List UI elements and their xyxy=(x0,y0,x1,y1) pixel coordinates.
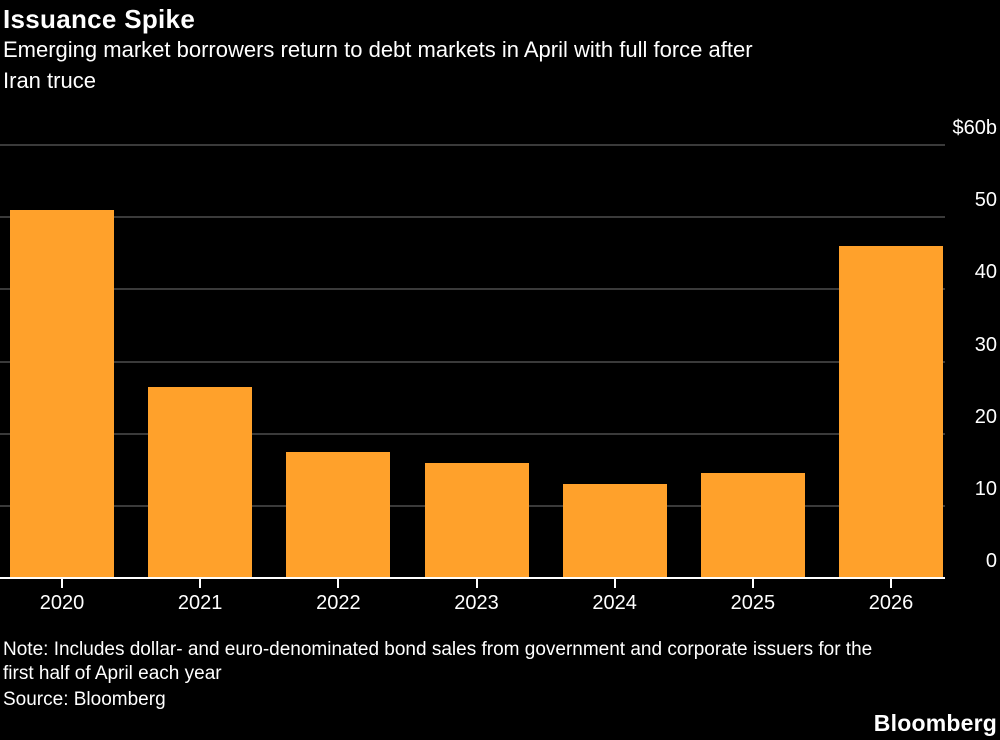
x-axis-label-2021: 2021 xyxy=(177,592,223,614)
y-axis-label-50: 50 xyxy=(974,189,997,212)
x-tick-2021 xyxy=(199,579,202,588)
x-axis-label-2020: 2020 xyxy=(39,592,85,614)
y-axis-label-10: 10 xyxy=(974,477,997,500)
gridline-50 xyxy=(0,216,945,219)
x-tick-2026 xyxy=(890,579,893,588)
chart-subtitle-line-1: Emerging market borrowers return to debt… xyxy=(3,37,753,62)
y-axis-label-60: $60b xyxy=(952,117,998,139)
x-axis-line xyxy=(0,577,945,579)
x-tick-2022 xyxy=(337,579,340,588)
x-axis-label-2024: 2024 xyxy=(592,592,637,614)
y-axis-label-0: 0 xyxy=(985,550,997,572)
x-axis-label-2023: 2023 xyxy=(454,592,499,614)
bar-2026 xyxy=(839,246,944,578)
bar-2022 xyxy=(286,451,391,578)
x-axis-label-2022: 2022 xyxy=(316,592,361,614)
gridline-40 xyxy=(0,288,945,291)
bar-2025 xyxy=(700,473,805,578)
chart-source: Source: Bloomberg xyxy=(3,689,166,710)
gridline-30 xyxy=(0,360,945,363)
x-tick-2023 xyxy=(475,579,478,588)
bar-2023 xyxy=(424,462,529,578)
y-axis-label-30: 30 xyxy=(974,333,997,356)
x-tick-2025 xyxy=(751,579,754,588)
gridline-20 xyxy=(0,432,945,435)
bar-2024 xyxy=(562,484,667,578)
chart-title: Issuance Spike xyxy=(3,4,196,34)
y-axis-label-40: 40 xyxy=(974,261,997,284)
chart-note-line-2: first half of April each year xyxy=(3,663,222,684)
bloomberg-logo: Bloomberg xyxy=(873,710,997,736)
bar-2021 xyxy=(148,386,253,578)
gridline-60 xyxy=(0,144,945,146)
x-tick-2020 xyxy=(61,579,63,588)
chart-subtitle-line-2: Iran truce xyxy=(3,68,96,93)
y-axis-label-20: 20 xyxy=(974,405,997,428)
x-axis-label-2025: 2025 xyxy=(730,592,776,614)
x-tick-2024 xyxy=(613,579,616,588)
x-axis-label-2026: 2026 xyxy=(868,592,914,614)
chart-note-line-1: Note: Includes dollar- and euro-denomina… xyxy=(3,639,873,660)
bar-2020 xyxy=(10,209,114,578)
